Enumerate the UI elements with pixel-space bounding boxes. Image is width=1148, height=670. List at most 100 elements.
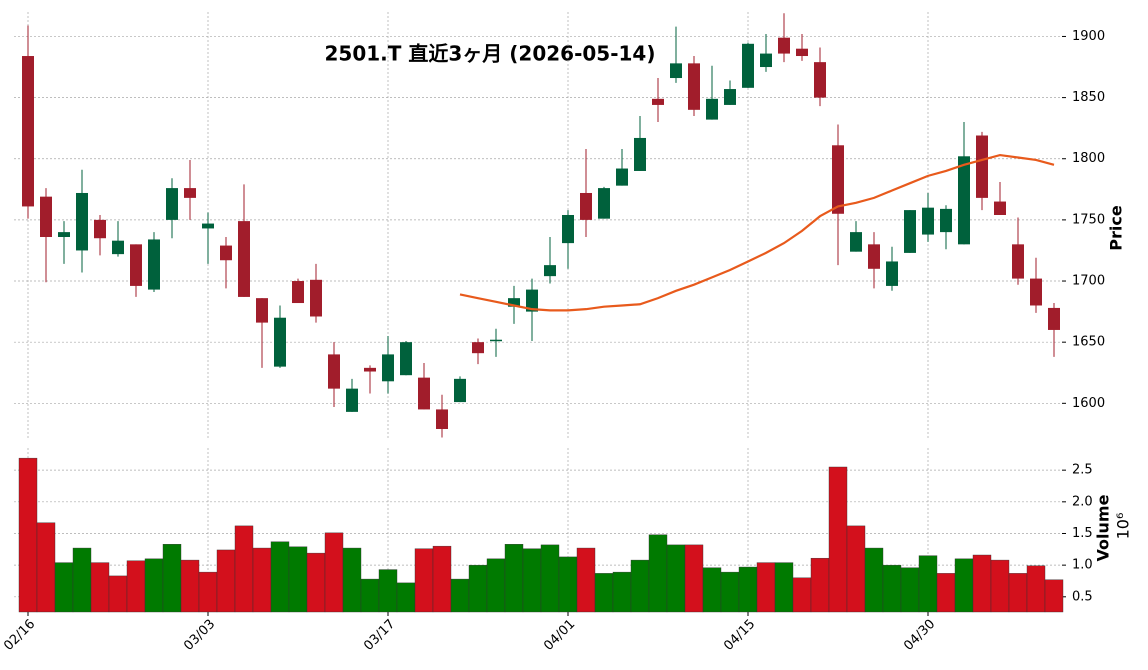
- y-tick-label: 2.5: [1072, 463, 1093, 478]
- volume-bar: [990, 559, 1010, 613]
- candle-body: [508, 298, 520, 307]
- y-tick-label: 1850: [1072, 90, 1105, 105]
- candle-body: [130, 244, 142, 286]
- chart-title: 2501.T 直近3ヶ月 (2026-05-14): [325, 42, 656, 66]
- candle-body: [616, 168, 628, 186]
- x-tick-label: 03/03: [181, 617, 218, 654]
- candle-body: [274, 317, 286, 367]
- candle-body: [184, 188, 196, 198]
- candle-body: [958, 156, 970, 245]
- volume-bar: [234, 525, 254, 613]
- volume-bar: [1008, 573, 1028, 613]
- candle-body: [688, 63, 700, 110]
- volume-bar: [684, 544, 704, 613]
- volume-bar: [540, 544, 560, 613]
- volume-bar: [180, 559, 200, 613]
- volume-bar: [828, 466, 848, 613]
- volume-bar: [126, 560, 146, 613]
- volume-bar: [288, 546, 308, 613]
- volume-bar: [90, 562, 110, 613]
- volume-bar: [846, 525, 866, 613]
- candle-body: [256, 298, 268, 323]
- candle-body: [310, 279, 322, 317]
- volume-bar: [18, 457, 38, 613]
- y-tick-label: 1650: [1072, 335, 1105, 350]
- candle-body: [796, 48, 808, 57]
- volume-bar: [270, 541, 290, 613]
- candle-body: [202, 223, 214, 229]
- volume-bar: [774, 562, 794, 613]
- candle-body: [850, 232, 862, 252]
- candle-body: [868, 244, 880, 269]
- candle-body: [22, 56, 34, 207]
- candle-body: [994, 201, 1006, 215]
- volume-bar: [936, 573, 956, 613]
- volume-bar: [162, 544, 182, 613]
- volume-bar: [216, 549, 236, 613]
- volume-bar: [1026, 565, 1046, 613]
- candle-body: [1048, 307, 1060, 330]
- candle-body: [454, 378, 466, 403]
- candle-body: [220, 245, 232, 261]
- volume-bar: [324, 532, 344, 613]
- volume-bar: [414, 548, 434, 613]
- candle-body: [814, 62, 826, 98]
- x-tick-label: 04/15: [721, 617, 758, 654]
- volume-bar: [144, 558, 164, 613]
- candle-body: [418, 377, 430, 410]
- volume-bar: [594, 573, 614, 613]
- candle-body: [364, 367, 376, 372]
- volume-bar: [1044, 579, 1064, 613]
- volume-scale-label: 10⁶: [1114, 513, 1133, 540]
- candle-body: [706, 98, 718, 120]
- candle-body: [148, 239, 160, 290]
- volume-bar: [54, 562, 74, 613]
- volume-axis-label: Volume: [1094, 494, 1113, 561]
- volume-bar: [342, 547, 362, 613]
- y-tick-label: 1.0: [1072, 558, 1093, 573]
- volume-bar: [468, 564, 488, 613]
- candle-body: [580, 192, 592, 220]
- volume-bar: [360, 578, 380, 613]
- candle-body: [904, 210, 916, 253]
- candle-body: [400, 342, 412, 376]
- volume-bar: [954, 558, 974, 613]
- candle-body: [670, 63, 682, 79]
- volume-bar: [72, 547, 92, 613]
- candle-body: [652, 98, 664, 105]
- candle-body: [112, 240, 124, 255]
- candle-body: [778, 37, 790, 54]
- volume-bar: [486, 558, 506, 613]
- candle-body: [328, 354, 340, 389]
- x-tick-label: 04/30: [901, 617, 938, 654]
- candle-body: [634, 137, 646, 171]
- volume-bar: [504, 544, 524, 613]
- volume-bar: [522, 548, 542, 613]
- candle-body: [58, 232, 70, 238]
- volume-bar: [648, 534, 668, 613]
- candle-body: [490, 339, 502, 342]
- y-axis-label: Price: [1107, 205, 1126, 251]
- candle-body: [742, 43, 754, 88]
- volume-bar: [666, 544, 686, 613]
- candle-body: [382, 354, 394, 382]
- y-tick-label: 2.0: [1072, 494, 1093, 509]
- y-tick-label: 1.5: [1072, 526, 1093, 541]
- x-tick-label: 03/17: [361, 617, 398, 654]
- volume-bar: [198, 571, 218, 613]
- y-tick-label: 1600: [1072, 396, 1105, 411]
- candle-body: [436, 409, 448, 429]
- candle-body: [760, 53, 772, 68]
- candle-body: [832, 145, 844, 214]
- y-tick-label: 1800: [1072, 151, 1105, 166]
- candle-body: [526, 289, 538, 312]
- volume-bar: [864, 547, 884, 613]
- candle-body: [886, 261, 898, 286]
- volume-bar: [972, 554, 992, 613]
- candle-body: [724, 89, 736, 105]
- moving-average-line: [459, 153, 1055, 312]
- volume-bar: [702, 567, 722, 613]
- y-tick-label: 1700: [1072, 274, 1105, 289]
- volume-bar: [432, 545, 452, 613]
